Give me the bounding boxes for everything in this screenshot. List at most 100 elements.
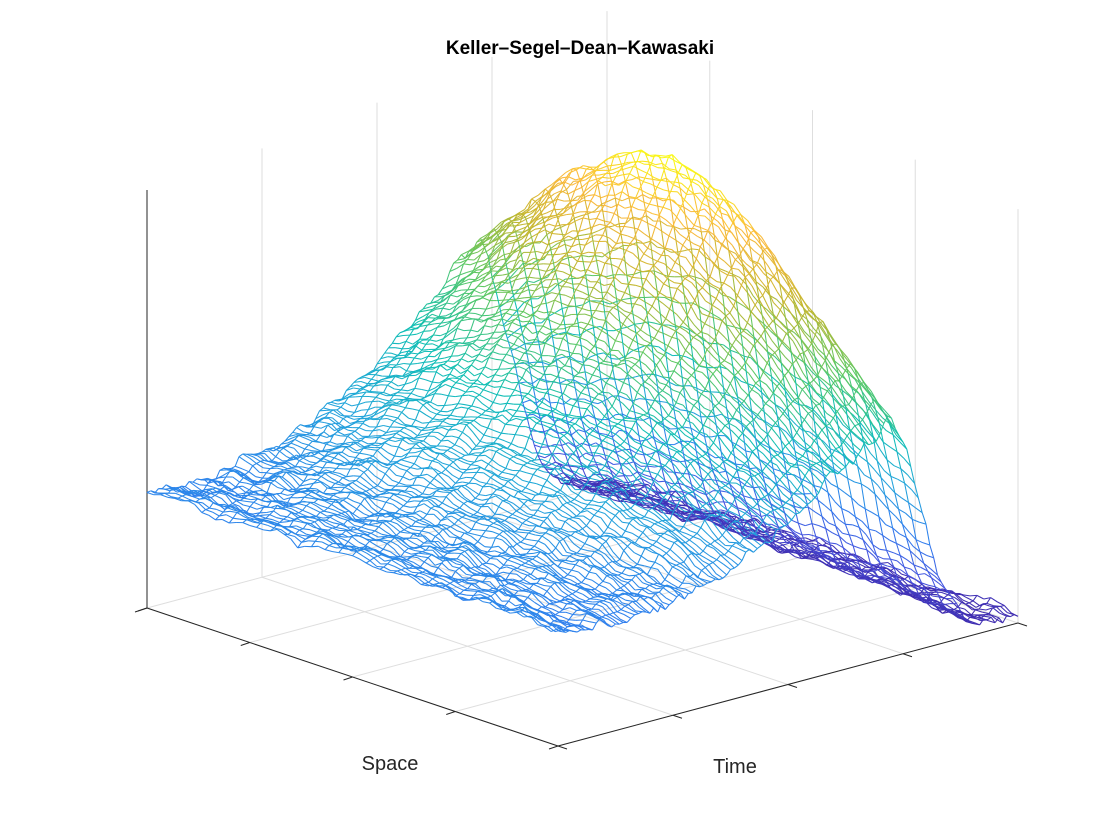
mesh-segment (474, 410, 482, 416)
mesh-segment (738, 548, 747, 553)
mesh-segment (682, 335, 690, 344)
mesh-segment (808, 533, 816, 537)
mesh-segment (464, 316, 472, 320)
mesh-segment (537, 250, 545, 255)
mesh-segment (858, 423, 866, 435)
mesh-segment (537, 295, 545, 297)
mesh-segment (585, 174, 593, 181)
mesh-segment (832, 344, 841, 359)
mesh-segment (779, 397, 788, 409)
mesh-segment (800, 478, 808, 483)
mesh-segment (914, 578, 922, 584)
mesh-segment (684, 546, 692, 554)
mesh-segment (817, 348, 825, 356)
mesh-segment (612, 429, 620, 438)
mesh-segment (519, 280, 528, 289)
mesh-segment (837, 350, 845, 362)
mesh-segment (619, 311, 628, 318)
mesh-segment (681, 358, 689, 366)
mesh-segment (568, 256, 576, 259)
mesh-segment (809, 382, 818, 394)
mesh-segment (728, 328, 737, 340)
mesh-segment (661, 230, 670, 237)
mesh-segment (572, 211, 581, 215)
mesh-segment (629, 410, 637, 414)
mesh-segment (670, 286, 678, 289)
mesh-segment (951, 612, 959, 619)
mesh-segment (914, 507, 923, 514)
mesh-segment (841, 559, 849, 563)
mesh-segment (518, 484, 526, 489)
mesh-segment (750, 357, 759, 366)
mesh-segment (826, 463, 835, 470)
mesh-segment (566, 444, 575, 454)
mesh-segment (822, 440, 831, 450)
mesh-segment (875, 567, 883, 574)
mesh-segment (572, 465, 580, 467)
mesh-segment (508, 473, 516, 476)
mesh-segment (690, 231, 698, 237)
mesh-segment (537, 406, 546, 410)
mesh-segment (811, 371, 819, 379)
mesh-segment (803, 462, 811, 469)
mesh-segment (539, 431, 547, 434)
mesh-segment (782, 341, 790, 349)
mesh-segment (734, 275, 742, 286)
mesh-segment (688, 473, 696, 477)
mesh-segment (624, 350, 632, 358)
mesh-segment (676, 216, 684, 227)
mesh-segment (698, 214, 705, 217)
mesh-segment (697, 235, 705, 241)
mesh-segment (651, 305, 660, 313)
mesh-segment (551, 345, 560, 350)
mesh-segment (554, 239, 562, 243)
mesh-segment (842, 374, 851, 386)
mesh-segment (859, 406, 867, 414)
mesh-segment (851, 560, 860, 565)
mesh-segment (555, 224, 563, 227)
mesh-segment (687, 443, 696, 451)
mesh-segment (743, 495, 751, 499)
mesh-segment (519, 314, 527, 319)
mesh-segment (565, 230, 573, 236)
mesh-segment (909, 550, 918, 558)
mesh-segment (1003, 605, 1012, 614)
mesh-segment (571, 429, 579, 436)
mesh-segment (525, 326, 533, 334)
mesh-segment (499, 228, 507, 232)
mesh-segment (752, 260, 760, 264)
mesh-segment (547, 422, 555, 426)
mesh-segment (721, 244, 729, 251)
mesh-segment (553, 227, 561, 231)
mesh-segment (957, 613, 965, 620)
mesh-segment (614, 277, 622, 284)
mesh-segment (609, 300, 618, 305)
mesh-segment (869, 420, 877, 433)
mesh-segment (481, 459, 489, 465)
mesh-segment (693, 412, 702, 418)
mesh-segment (517, 446, 526, 449)
mesh-segment (588, 492, 596, 495)
mesh-segment (930, 568, 938, 576)
mesh-segment (793, 327, 802, 340)
mesh-segment (485, 410, 493, 413)
mesh-segment (583, 165, 591, 168)
mesh-segment (784, 345, 792, 353)
mesh-segment (606, 225, 614, 231)
mesh-segment (805, 311, 813, 319)
mesh-segment (386, 366, 393, 369)
mesh-segment (739, 521, 747, 524)
mesh-segment (340, 406, 348, 412)
mesh-segment (638, 345, 646, 349)
mesh-segment (461, 358, 469, 363)
mesh-segment (846, 368, 854, 378)
mesh-segment (648, 161, 656, 166)
mesh-segment (611, 183, 620, 186)
mesh-segment (374, 442, 382, 445)
mesh-segment (839, 428, 848, 437)
mesh-segment (594, 397, 602, 402)
mesh-segment (979, 608, 987, 611)
mesh-segment (806, 319, 815, 330)
mesh-segment (862, 539, 871, 549)
mesh-segment (476, 268, 484, 271)
